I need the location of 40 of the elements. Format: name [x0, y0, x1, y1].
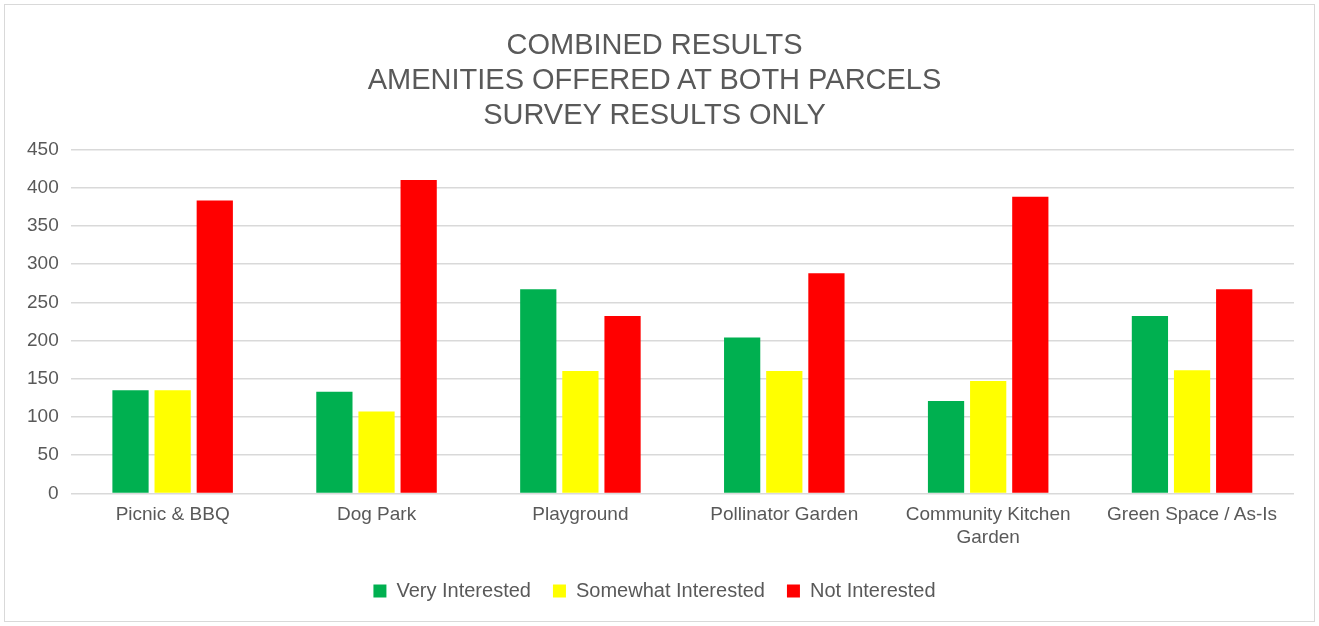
text: COMBINED RESULTS: [506, 28, 803, 61]
y-tick-label: 300: [27, 252, 59, 274]
x-tick-label: Playground: [532, 503, 629, 525]
bar: [316, 391, 353, 493]
y-tick-label: 400: [27, 175, 59, 197]
legend-label: Very Interested: [396, 578, 531, 601]
y-tick-label: 200: [27, 328, 59, 350]
bar: [808, 273, 845, 493]
y-tick-label: 150: [27, 366, 59, 388]
bar: [196, 200, 233, 493]
y-tick-label: 100: [27, 405, 59, 427]
bar: [724, 337, 761, 493]
bar: [1131, 316, 1169, 493]
y-tick-label: 250: [27, 290, 59, 312]
bar: [766, 371, 803, 493]
x-tick-label: Dog Park: [336, 503, 417, 525]
legend-label: Not Interested: [809, 578, 936, 601]
bar: [562, 371, 599, 493]
x-tick-label: Pollinator Garden: [710, 503, 859, 525]
y-tick-label: 0: [48, 481, 59, 503]
text: AMENITIES OFFERED AT BOTH PARCELS: [367, 63, 942, 96]
bar: [112, 390, 149, 493]
text: SURVEY RESULTS ONLY: [483, 98, 826, 130]
bar: [154, 390, 191, 493]
bar: [520, 289, 557, 493]
x-tick-label: Green Space / As-Is: [1107, 503, 1278, 525]
y-tick-label: 50: [37, 443, 59, 465]
x-tick-label: Picnic & BBQ: [115, 503, 230, 525]
bar: [400, 179, 437, 493]
bar: [1173, 370, 1211, 493]
y-tick-label: 350: [27, 214, 59, 236]
bar: [927, 400, 965, 493]
y-tick-label: 450: [27, 137, 59, 159]
bar: [1216, 289, 1253, 493]
x-tick-label: Community Kitchen Garden: [905, 503, 1071, 547]
bar: [1012, 196, 1049, 493]
bar: [970, 381, 1007, 493]
bar: [604, 316, 641, 493]
bar: [358, 411, 395, 493]
legend-label: Somewhat Interested: [575, 578, 765, 601]
